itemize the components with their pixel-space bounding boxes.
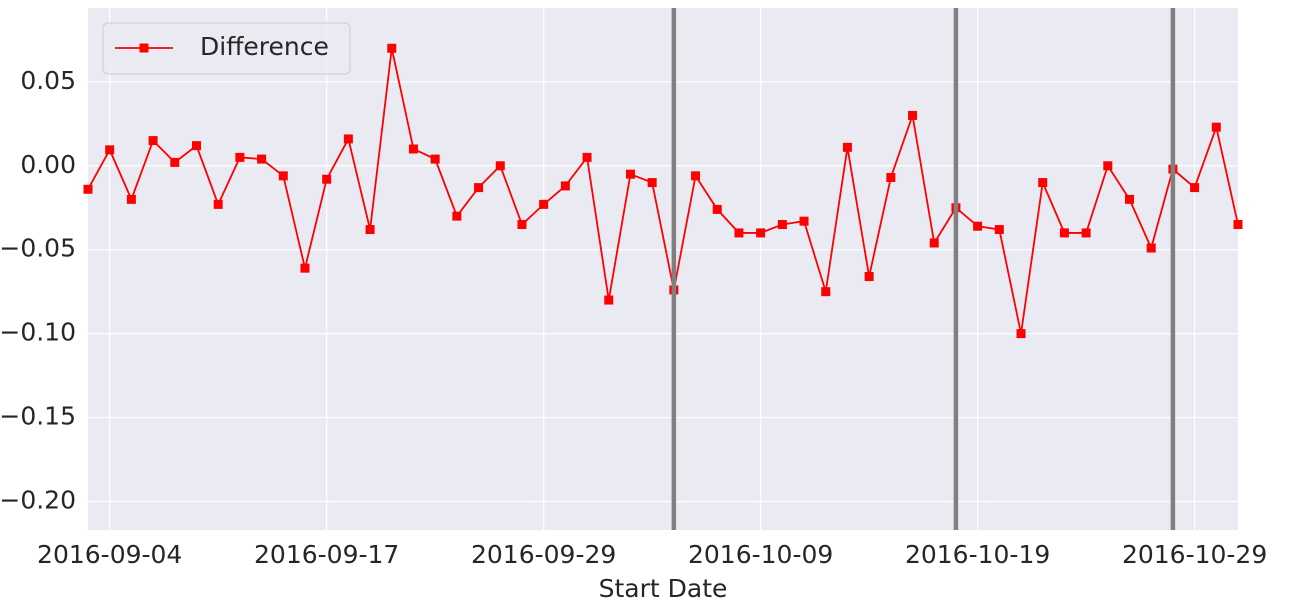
x-tick-label: 2016-09-29 — [471, 540, 616, 569]
point-marker — [777, 220, 787, 230]
point-marker — [821, 287, 831, 297]
point-marker — [1103, 161, 1113, 171]
point-marker — [474, 183, 484, 193]
point-marker — [1059, 228, 1069, 238]
y-tick-label: −0.15 — [0, 402, 76, 431]
point-marker — [799, 216, 809, 226]
point-marker — [712, 204, 722, 214]
point-marker — [908, 110, 918, 120]
point-marker — [517, 220, 527, 230]
y-tick-label: 0.00 — [20, 150, 76, 179]
point-marker — [300, 263, 310, 273]
x-tick-label: 2016-10-09 — [688, 540, 833, 569]
point-marker — [105, 145, 115, 155]
point-marker — [191, 141, 201, 151]
legend-label: Difference — [200, 32, 329, 61]
point-marker — [842, 142, 852, 152]
point-marker — [235, 152, 245, 162]
point-marker — [430, 154, 440, 164]
point-marker — [1190, 183, 1200, 193]
point-marker — [343, 134, 353, 144]
legend-marker — [139, 43, 149, 53]
point-marker — [734, 228, 744, 238]
point-marker — [278, 171, 288, 181]
point-marker — [170, 157, 180, 167]
point-marker — [1038, 178, 1048, 188]
x-tick-label: 2016-10-19 — [905, 540, 1050, 569]
legend-box — [102, 22, 351, 75]
x-axis-label: Start Date — [599, 574, 728, 603]
point-marker — [213, 199, 223, 209]
point-marker — [1211, 122, 1221, 132]
point-marker — [1125, 194, 1135, 204]
point-marker — [929, 238, 939, 248]
point-marker — [257, 154, 267, 164]
y-tick-label: −0.05 — [0, 234, 76, 263]
point-marker — [365, 225, 375, 235]
plot-area — [88, 8, 1238, 530]
x-tick-label: 2016-09-17 — [254, 540, 399, 569]
point-marker — [994, 225, 1004, 235]
point-marker — [1081, 228, 1091, 238]
point-marker — [148, 136, 158, 146]
point-marker — [582, 152, 592, 162]
point-marker — [625, 169, 635, 179]
x-tick-label: 2016-10-29 — [1122, 540, 1267, 569]
point-marker — [604, 295, 614, 305]
point-marker — [756, 228, 766, 238]
point-marker — [864, 272, 874, 282]
point-marker — [126, 194, 136, 204]
point-marker — [1146, 243, 1156, 253]
point-marker — [886, 173, 896, 183]
point-marker — [495, 161, 505, 171]
point-marker — [1233, 220, 1243, 230]
point-marker — [647, 178, 657, 188]
point-marker — [1016, 329, 1026, 339]
point-marker — [560, 181, 570, 191]
point-marker — [691, 171, 701, 181]
point-marker — [387, 43, 397, 53]
y-tick-label: −0.10 — [0, 318, 76, 347]
y-tick-label: −0.20 — [0, 485, 76, 514]
y-tick-label: 0.05 — [20, 66, 76, 95]
x-tick-label: 2016-09-04 — [37, 540, 182, 569]
point-marker — [539, 199, 549, 209]
point-marker — [322, 174, 332, 184]
point-marker — [452, 211, 462, 221]
point-marker — [973, 221, 983, 231]
point-marker — [83, 184, 93, 194]
point-marker — [408, 144, 418, 154]
